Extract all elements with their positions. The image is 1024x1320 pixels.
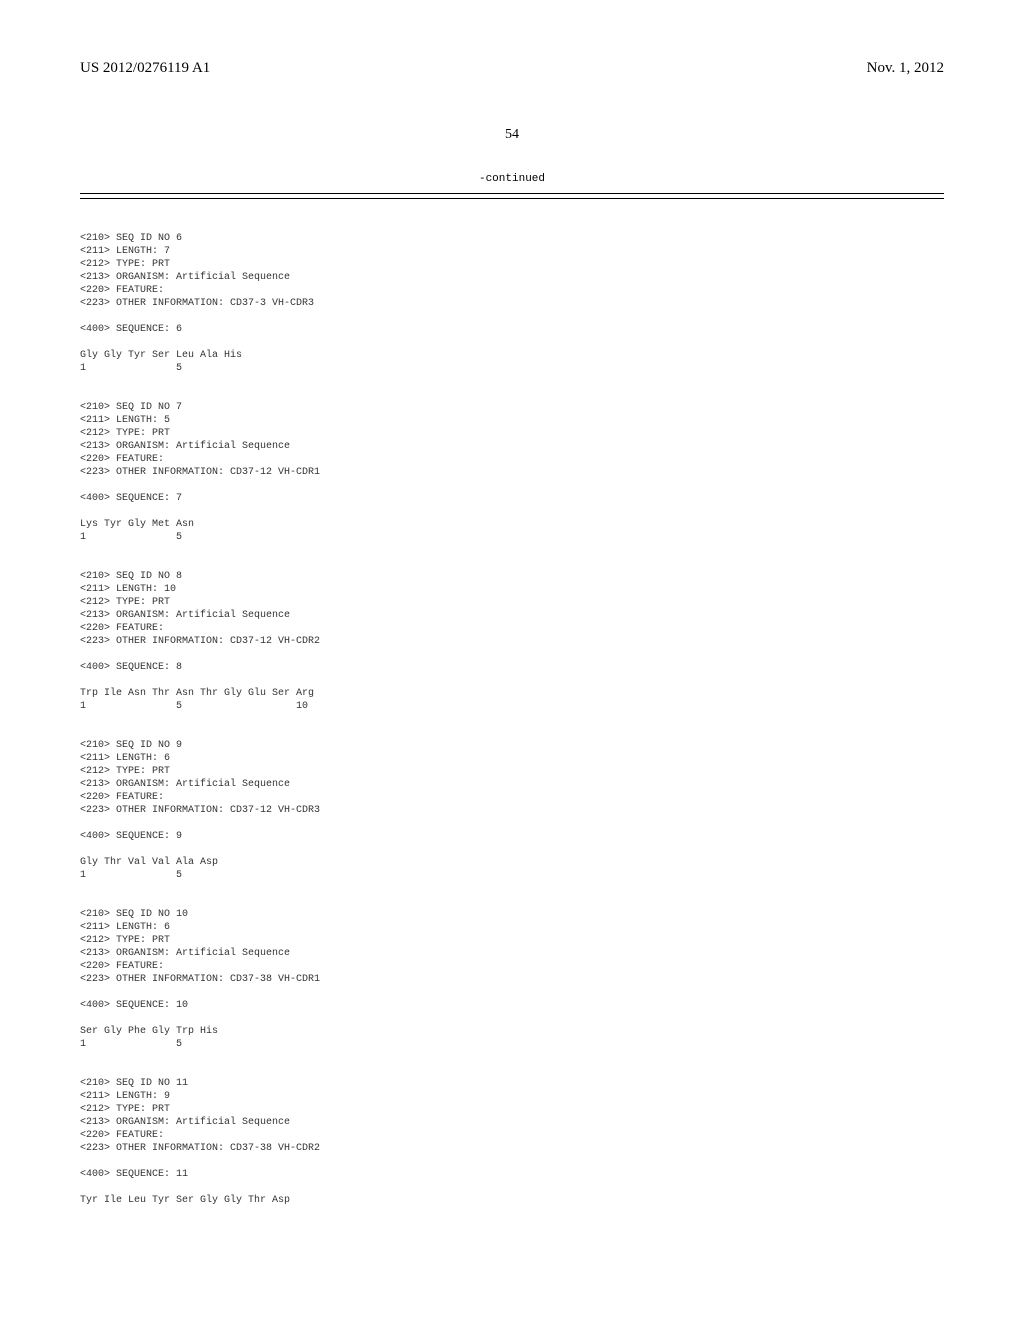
publication-number: US 2012/0276119 A1 — [80, 60, 210, 77]
divider-bottom — [80, 198, 944, 199]
publication-date: Nov. 1, 2012 — [867, 60, 944, 77]
page-number: 54 — [80, 127, 944, 143]
page-header: US 2012/0276119 A1 Nov. 1, 2012 — [80, 60, 944, 77]
continued-label: -continued — [80, 173, 944, 185]
divider-top — [80, 193, 944, 194]
sequence-listing: <210> SEQ ID NO 6 <211> LENGTH: 7 <212> … — [80, 219, 944, 1220]
